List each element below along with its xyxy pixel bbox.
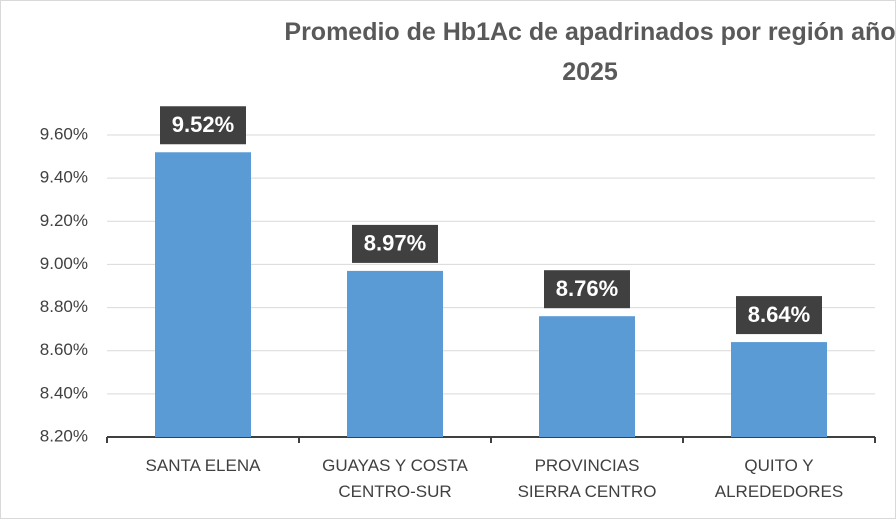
y-tick-label: 8.60%	[40, 340, 88, 359]
y-tick-label: 9.40%	[40, 168, 88, 187]
data-label-box	[544, 270, 630, 309]
data-label-box	[160, 106, 246, 145]
y-tick-label: 9.60%	[40, 124, 88, 143]
x-tick-label: SANTA ELENA	[145, 456, 261, 475]
data-label: 8.64%	[748, 302, 810, 327]
data-label-box	[352, 224, 438, 263]
bar	[347, 270, 443, 437]
bar	[539, 316, 635, 437]
x-tick-label: PROVINCIAS SIERRA CENTRO	[517, 456, 657, 501]
data-label: 9.52%	[172, 112, 234, 137]
data-label: 8.97%	[364, 231, 426, 256]
y-tick-label: 9.20%	[40, 211, 88, 230]
bar	[731, 342, 827, 437]
data-label-box	[736, 296, 822, 335]
y-tick-label: 9.00%	[40, 254, 88, 273]
x-tick-label: GUAYAS Y COSTA CENTRO-SUR	[322, 456, 468, 501]
y-tick-label: 8.40%	[40, 383, 88, 402]
y-tick-label: 8.20%	[40, 426, 88, 445]
x-tick-label: QUITO Y ALREDEDORES	[714, 456, 844, 501]
y-tick-label: 8.80%	[40, 297, 88, 316]
data-label: 8.76%	[556, 276, 618, 301]
bar	[155, 152, 251, 437]
chart-title: Promedio de Hb1Ac de apadrinados por reg…	[284, 18, 896, 86]
